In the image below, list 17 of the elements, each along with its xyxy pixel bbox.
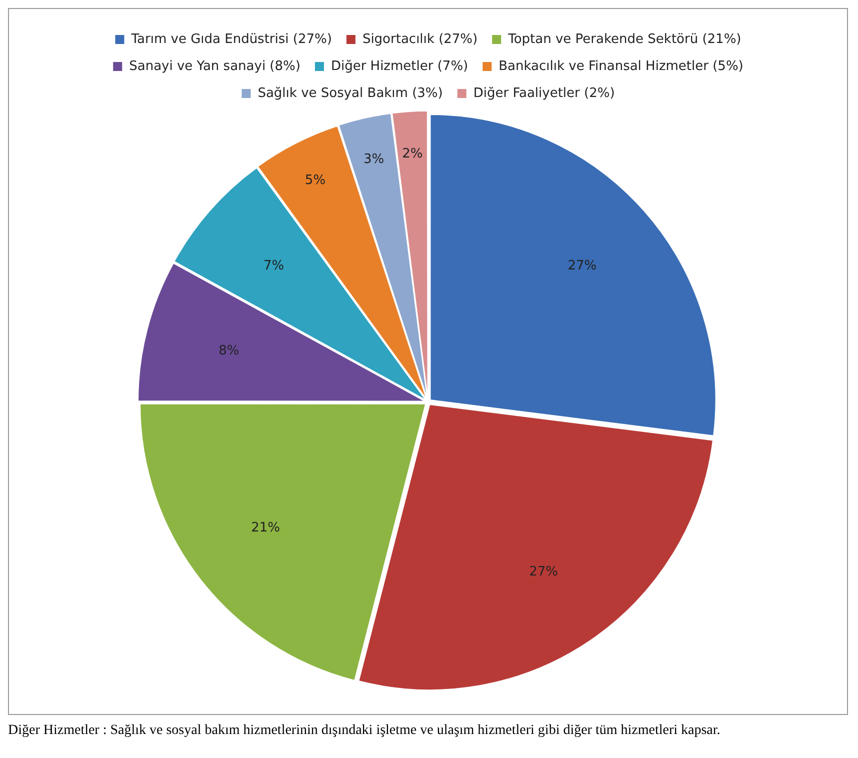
legend-label: Bankacılık ve Finansal Hizmetler (5%) [498, 58, 744, 74]
text: Diğer Hizmetler : Sağlık ve sosyal bakım hizmetlerinin dışındaki işletme ve ulaşım hizmetleri gibi diğer tüm hizmetleri kapsar. [8, 723, 722, 739]
data-label: 7% [263, 258, 284, 274]
data-label: 5% [304, 173, 326, 188]
legend-label: Sigortacılık (27%) [362, 32, 478, 47]
legend-label: Tarım ve Gıda Endüstrisi (27%) [130, 32, 332, 47]
legend-label: Toptan ve Perakende Sektörü (21%) [507, 32, 742, 47]
legend-label: Diğer Faaliyetler (2%) [473, 86, 615, 101]
data-label: 27% [568, 258, 597, 274]
legend-label: Sağlık ve Sosyal Bakım (3%) [258, 86, 443, 101]
data-label: 21% [251, 520, 280, 536]
data-label: 27% [529, 564, 558, 580]
data-label: 8% [218, 343, 240, 358]
data-label: 3% [364, 152, 384, 167]
legend-label: Diğer Hizmetler (7%) [330, 58, 468, 74]
data-label: 2% [402, 146, 423, 162]
legend-label: Sanayi ve Yan sanayi (8%) [129, 58, 300, 74]
